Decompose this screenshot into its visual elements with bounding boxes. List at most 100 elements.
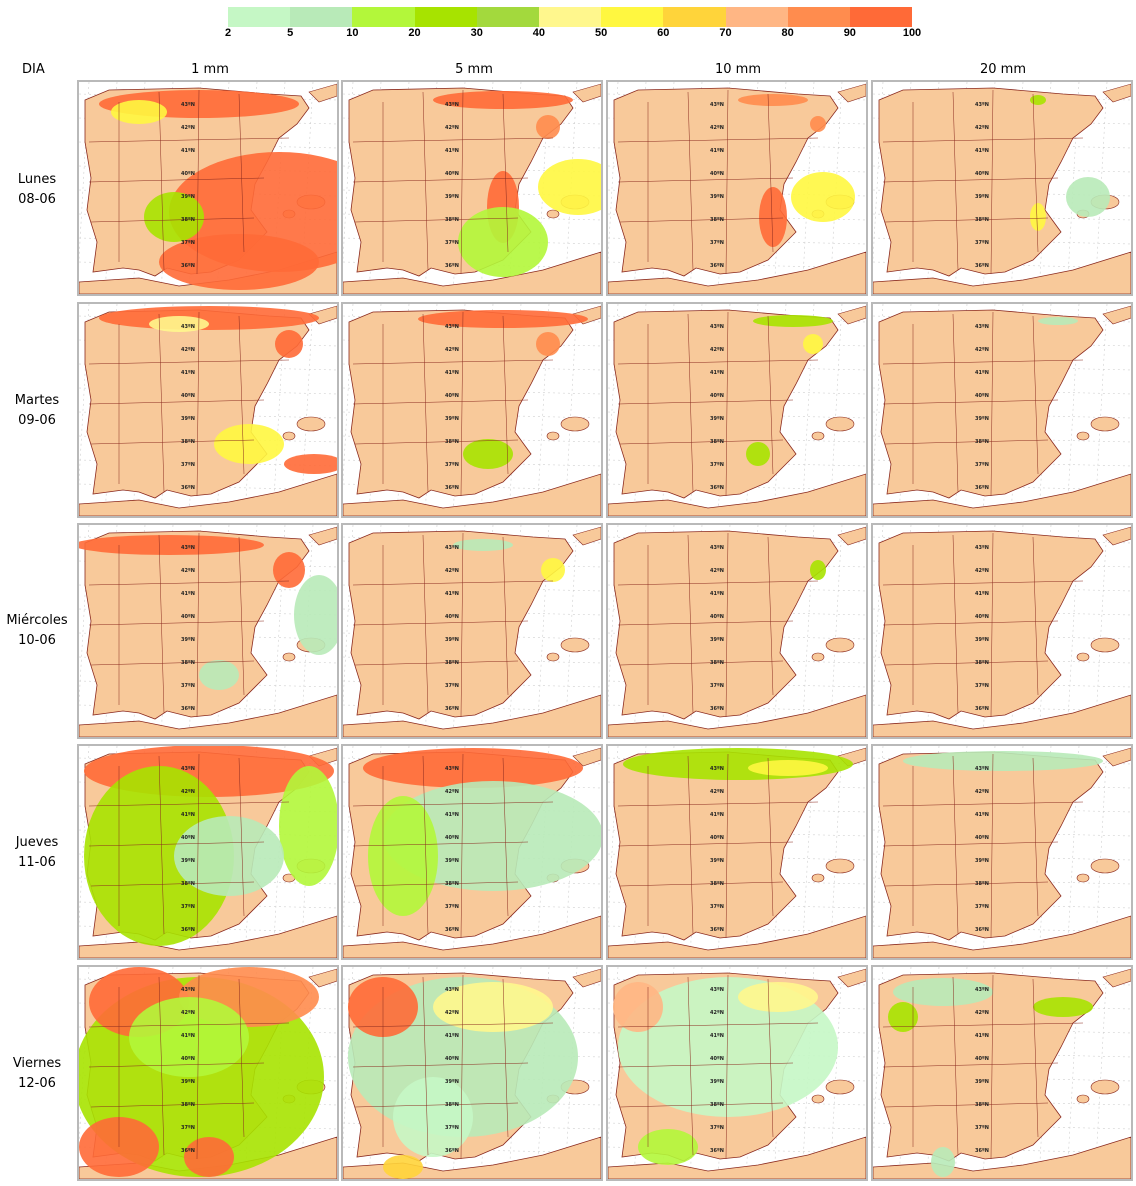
latitude-label: 40ºN bbox=[445, 835, 459, 841]
latitude-label: 37ºN bbox=[445, 462, 459, 468]
precip-area bbox=[738, 94, 808, 106]
latitude-label: 39ºN bbox=[975, 194, 989, 200]
legend-tick: 60 bbox=[657, 27, 670, 39]
latitude-label: 43ºN bbox=[181, 766, 195, 772]
latitude-label: 36ºN bbox=[445, 485, 459, 491]
legend-swatch bbox=[849, 7, 913, 27]
precip-map: 43ºN 42ºN 41ºN 40ºN 39ºN 38ºN 37ºN 36ºN bbox=[608, 746, 866, 958]
map-panel-jueves-5mm: 43ºN 42ºN 41ºN 40ºN 39ºN 38ºN 37ºN 36ºN bbox=[341, 744, 603, 960]
precip-area bbox=[1033, 997, 1093, 1017]
precip-map: 43ºN 42ºN 41ºN 40ºN 39ºN 38ºN 37ºN 36ºN bbox=[343, 525, 601, 737]
legend-tick: 40 bbox=[532, 27, 546, 39]
latitude-label: 38ºN bbox=[445, 217, 459, 223]
latitude-label: 37ºN bbox=[181, 904, 195, 910]
latitude-label: 38ºN bbox=[181, 660, 195, 666]
latitude-label: 37ºN bbox=[710, 683, 724, 689]
latitude-label: 41ºN bbox=[975, 591, 989, 597]
latitude-label: 43ºN bbox=[710, 102, 724, 108]
iberia-land bbox=[878, 972, 1104, 1162]
precip-map: 43ºN 42ºN 41ºN 40ºN 39ºN 38ºN 37ºN 36ºN bbox=[608, 82, 866, 294]
latitude-label: 38ºN bbox=[445, 1102, 459, 1108]
latitude-label: 41ºN bbox=[975, 370, 989, 376]
row-label-lunes: Lunes 08-06 bbox=[0, 170, 74, 210]
latitude-label: 40ºN bbox=[445, 1056, 459, 1062]
probability-legend-bar bbox=[228, 7, 913, 27]
row-label-jueves: Jueves 11-06 bbox=[0, 833, 74, 873]
latitude-label: 42ºN bbox=[445, 1010, 459, 1016]
latitude-label: 38ºN bbox=[181, 439, 195, 445]
latitude-label: 37ºN bbox=[710, 462, 724, 468]
latitude-label: 41ºN bbox=[445, 812, 459, 818]
latitude-label: 41ºN bbox=[181, 148, 195, 154]
latitude-label: 40ºN bbox=[975, 1056, 989, 1062]
column-header-10mm: 10 mm bbox=[714, 62, 761, 77]
map-panel-lunes-5mm: 43ºN 42ºN 41ºN 40ºN 39ºN 38ºN 37ºN 36ºN bbox=[341, 80, 603, 296]
precip-area bbox=[618, 977, 838, 1117]
latitude-label: 42ºN bbox=[975, 568, 989, 574]
precip-map: 43ºN 42ºN 41ºN 40ºN 39ºN 38ºN 37ºN 36ºN bbox=[608, 967, 866, 1179]
legend-tick: 30 bbox=[470, 27, 483, 39]
map-panel-martes-10mm: 43ºN 42ºN 41ºN 40ºN 39ºN 38ºN 37ºN 36ºN bbox=[606, 302, 868, 518]
latitude-label: 39ºN bbox=[445, 858, 459, 864]
map-panel-lunes-1mm: 43ºN 42ºN 41ºN 40ºN 39ºN 38ºN 37ºN 36ºN bbox=[77, 80, 339, 296]
latitude-label: 43ºN bbox=[710, 987, 724, 993]
legend-tick: 5 bbox=[287, 27, 294, 39]
map-panel-viernes-5mm: 43ºN 42ºN 41ºN 40ºN 39ºN 38ºN 37ºN 36ºN bbox=[341, 965, 603, 1181]
precip-area bbox=[159, 234, 319, 290]
map-panel-viernes-1mm: 43ºN 42ºN 41ºN 40ºN 39ºN 38ºN 37ºN 36ºN bbox=[77, 965, 339, 1181]
precip-map: 43ºN 42ºN 41ºN 40ºN 39ºN 38ºN 37ºN 36ºN bbox=[873, 82, 1131, 294]
map-panel-jueves-1mm: 43ºN 42ºN 41ºN 40ºN 39ºN 38ºN 37ºN 36ºN bbox=[77, 744, 339, 960]
row-date: 11-06 bbox=[18, 855, 56, 870]
latitude-label: 39ºN bbox=[445, 194, 459, 200]
latitude-label: 43ºN bbox=[975, 766, 989, 772]
latitude-label: 36ºN bbox=[181, 1148, 195, 1154]
latitude-label: 39ºN bbox=[975, 637, 989, 643]
latitude-label: 40ºN bbox=[710, 835, 724, 841]
precip-area bbox=[279, 766, 337, 886]
latitude-label: 41ºN bbox=[445, 370, 459, 376]
legend-swatch bbox=[476, 7, 539, 27]
precip-map: 43ºN 42ºN 41ºN 40ºN 39ºN 38ºN 37ºN 36ºN bbox=[79, 304, 337, 516]
latitude-label: 42ºN bbox=[445, 125, 459, 131]
precip-map: 43ºN 42ºN 41ºN 40ºN 39ºN 38ºN 37ºN 36ºN bbox=[873, 967, 1131, 1179]
latitude-label: 38ºN bbox=[445, 881, 459, 887]
precip-map: 43ºN 42ºN 41ºN 40ºN 39ºN 38ºN 37ºN 36ºN bbox=[343, 967, 601, 1179]
latitude-label: 41ºN bbox=[181, 370, 195, 376]
row-label-martes: Martes 09-06 bbox=[0, 391, 74, 431]
latitude-label: 39ºN bbox=[975, 858, 989, 864]
latitude-label: 36ºN bbox=[975, 263, 989, 269]
precip-area bbox=[1030, 95, 1046, 105]
precip-area bbox=[383, 1155, 423, 1179]
latitude-label: 38ºN bbox=[181, 881, 195, 887]
legend-tick: 90 bbox=[843, 27, 856, 39]
latitude-label: 43ºN bbox=[445, 545, 459, 551]
precip-area bbox=[393, 1077, 473, 1157]
map-panel-viernes-10mm: 43ºN 42ºN 41ºN 40ºN 39ºN 38ºN 37ºN 36ºN bbox=[606, 965, 868, 1181]
map-panel-miércoles-10mm: 43ºN 42ºN 41ºN 40ºN 39ºN 38ºN 37ºN 36ºN bbox=[606, 523, 868, 739]
iberia-land bbox=[348, 530, 574, 720]
row-day: Lunes bbox=[17, 172, 57, 187]
precip-area bbox=[746, 442, 770, 466]
latitude-label: 42ºN bbox=[710, 347, 724, 353]
iberia-land bbox=[613, 309, 839, 499]
map-panel-lunes-20mm: 43ºN 42ºN 41ºN 40ºN 39ºN 38ºN 37ºN 36ºN bbox=[871, 80, 1133, 296]
latitude-label: 37ºN bbox=[445, 904, 459, 910]
latitude-label: 38ºN bbox=[975, 439, 989, 445]
legend-tick: 80 bbox=[781, 27, 794, 39]
map-panel-lunes-10mm: 43ºN 42ºN 41ºN 40ºN 39ºN 38ºN 37ºN 36ºN bbox=[606, 80, 868, 296]
latitude-label: 38ºN bbox=[181, 217, 195, 223]
latitude-label: 41ºN bbox=[181, 591, 195, 597]
precip-area bbox=[893, 978, 993, 1006]
latitude-label: 37ºN bbox=[445, 1125, 459, 1131]
latitude-label: 42ºN bbox=[181, 789, 195, 795]
latitude-label: 38ºN bbox=[975, 660, 989, 666]
legend-swatch bbox=[352, 7, 415, 27]
latitude-label: 40ºN bbox=[710, 1056, 724, 1062]
latitude-label: 41ºN bbox=[445, 591, 459, 597]
latitude-label: 40ºN bbox=[975, 614, 989, 620]
precip-area bbox=[1066, 177, 1110, 217]
latitude-label: 37ºN bbox=[445, 683, 459, 689]
row-label-viernes: Viernes 12-06 bbox=[0, 1054, 74, 1094]
latitude-label: 41ºN bbox=[710, 148, 724, 154]
latitude-label: 38ºN bbox=[710, 439, 724, 445]
